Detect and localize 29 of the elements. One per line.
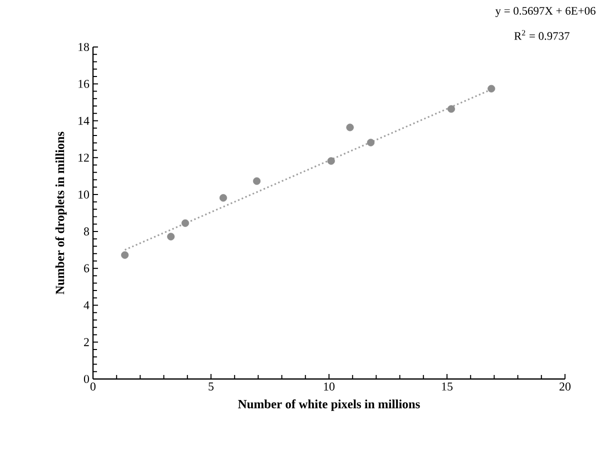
- point: [346, 124, 354, 132]
- y-tick-label: 18: [78, 42, 90, 52]
- point: [253, 177, 261, 185]
- y-axis-title: Number of droplets in millions: [55, 132, 67, 294]
- x-tick-label: 10: [324, 382, 335, 391]
- point: [181, 219, 190, 227]
- point: [488, 84, 496, 92]
- y-tick-label: 0: [84, 374, 90, 384]
- text: R$^{2}$ = 0.9737: [514, 30, 570, 40]
- y-tick-label: 8: [84, 227, 90, 236]
- text: y = 0.5697X + 6E+06: [495, 6, 596, 18]
- y-tick-label: 6: [84, 264, 90, 272]
- point: [121, 251, 129, 259]
- y-tick-label: 4: [84, 301, 90, 310]
- x-axis-title: Number of white pixels in millions: [238, 399, 420, 411]
- y-tick-label: 2: [84, 338, 89, 346]
- point: [366, 138, 375, 146]
- point: [327, 157, 335, 165]
- y-tick-label: 10: [78, 190, 90, 199]
- x-tick-label: 0: [90, 382, 96, 391]
- x-tick-label: 15: [442, 382, 453, 391]
- point: [447, 105, 456, 113]
- y-tick-label: 12: [78, 154, 89, 162]
- y-tick-label: 16: [78, 80, 90, 88]
- point: [219, 194, 228, 202]
- x-tick-label: 5: [208, 382, 214, 390]
- y-tick-label: 14: [78, 116, 90, 125]
- x-tick-label: 20: [560, 382, 571, 391]
- point: [167, 232, 175, 240]
